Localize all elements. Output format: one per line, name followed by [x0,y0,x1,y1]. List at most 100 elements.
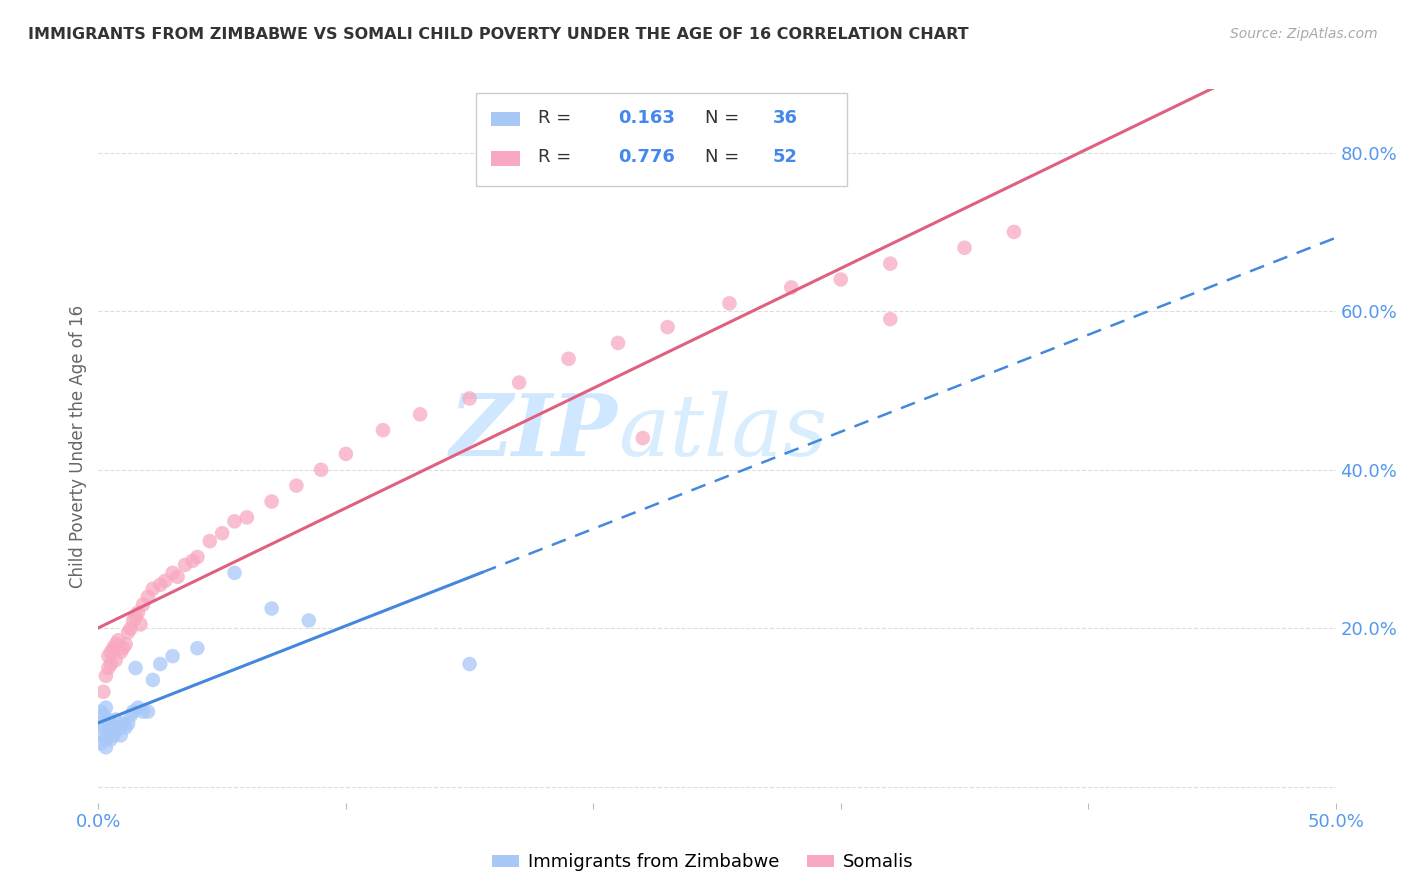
Point [371,423,394,437]
Point [90,736,112,750]
Point [155,574,177,588]
Point [93,708,115,723]
Point [97,724,120,739]
Point [97,661,120,675]
Point [112,641,135,656]
FancyBboxPatch shape [491,112,520,127]
Point [127,700,149,714]
Point [120,621,142,635]
Point [100,657,122,671]
FancyBboxPatch shape [491,151,520,166]
Point [830,272,852,286]
Point [117,716,139,731]
Point [186,641,208,656]
Point [93,685,115,699]
Text: 52: 52 [773,148,797,166]
Point [124,661,146,675]
Point [607,335,630,350]
Legend: Immigrants from Zimbabwe, Somalis: Immigrants from Zimbabwe, Somalis [485,847,921,879]
Text: 0.776: 0.776 [619,148,675,166]
Text: R =: R = [537,109,576,127]
Point [110,728,132,742]
Point [94,669,117,683]
Point [657,320,679,334]
Point [104,637,127,651]
Point [100,645,122,659]
Point [132,705,155,719]
Point [110,645,132,659]
Point [97,649,120,664]
Point [162,649,184,664]
Point [149,657,172,671]
Point [114,637,136,651]
Text: N =: N = [704,148,745,166]
Point [260,494,283,508]
Point [879,312,901,326]
Point [120,708,142,723]
Point [90,716,112,731]
Point [780,280,803,294]
Point [132,598,155,612]
Point [631,431,654,445]
Point [107,633,129,648]
Point [335,447,357,461]
Point [285,478,308,492]
Text: R =: R = [537,148,576,166]
Point [117,625,139,640]
Point [136,705,159,719]
Point [166,570,188,584]
Text: IMMIGRANTS FROM ZIMBABWE VS SOMALI CHILD POVERTY UNDER THE AGE OF 16 CORRELATION: IMMIGRANTS FROM ZIMBABWE VS SOMALI CHILD… [28,27,969,42]
Point [409,407,432,421]
Point [1002,225,1025,239]
Point [124,609,146,624]
Text: 0.163: 0.163 [619,109,675,127]
Point [458,657,481,671]
Point [104,713,127,727]
Point [149,578,172,592]
Point [458,392,481,406]
Point [557,351,579,366]
Point [103,728,125,742]
Point [100,716,122,731]
Point [260,601,283,615]
Point [236,510,259,524]
Text: Source: ZipAtlas.com: Source: ZipAtlas.com [1230,27,1378,41]
Point [122,705,145,719]
Point [508,376,530,390]
Text: ZIP: ZIP [450,390,619,474]
Point [224,514,246,528]
Point [94,700,117,714]
Point [142,582,165,596]
Text: N =: N = [704,109,745,127]
Point [953,241,976,255]
Point [127,606,149,620]
Point [211,526,233,541]
Point [186,549,208,564]
Point [112,716,135,731]
Point [94,740,117,755]
Point [93,721,115,735]
Point [104,653,127,667]
Point [718,296,741,310]
Point [198,534,221,549]
Point [122,614,145,628]
Point [224,566,246,580]
FancyBboxPatch shape [475,93,846,186]
Point [142,673,165,687]
Point [103,641,125,656]
Point [107,721,129,735]
Text: 36: 36 [773,109,797,127]
Text: atlas: atlas [619,391,827,473]
Point [174,558,197,572]
Point [103,721,125,735]
Point [181,554,204,568]
Point [879,257,901,271]
Point [114,721,136,735]
Point [129,617,152,632]
Point [97,713,120,727]
Point [90,705,112,719]
Point [93,728,115,742]
Point [100,732,122,747]
Point [104,724,127,739]
Y-axis label: Child Poverty Under the Age of 16: Child Poverty Under the Age of 16 [69,304,87,588]
